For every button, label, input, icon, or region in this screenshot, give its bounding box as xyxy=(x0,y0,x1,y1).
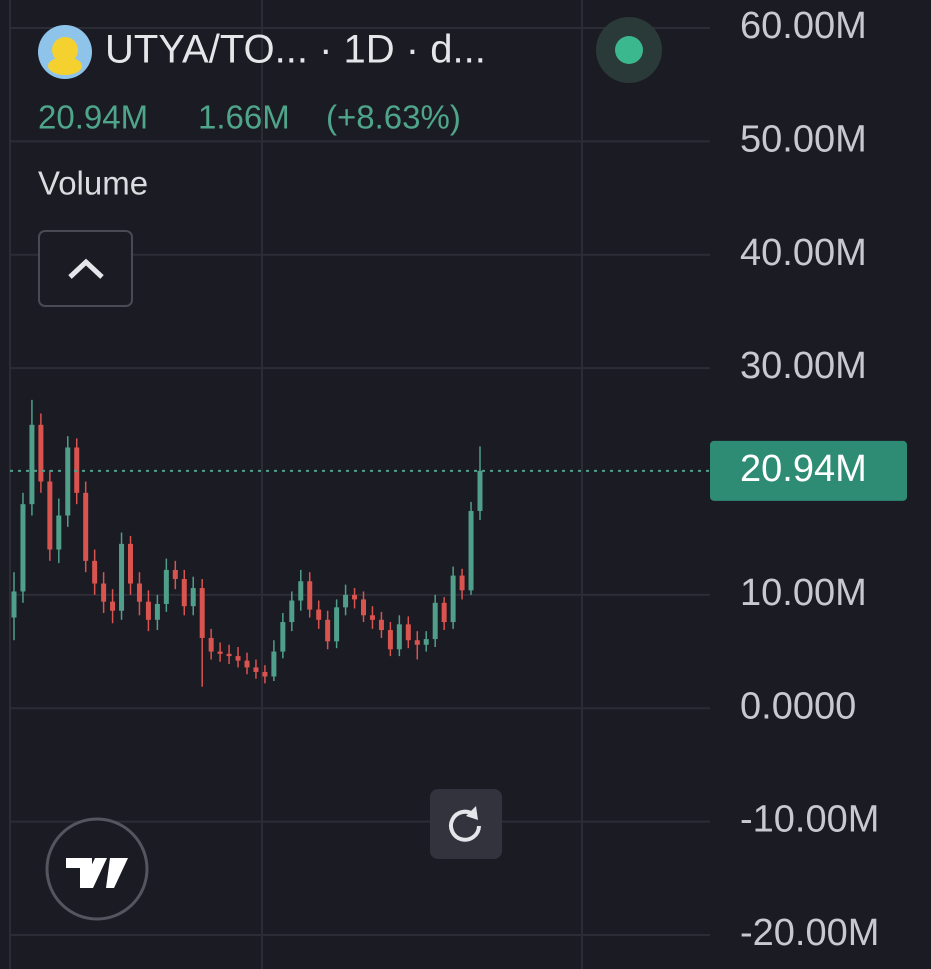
change-percent: (+8.63%) xyxy=(326,99,461,136)
candle-body xyxy=(226,653,232,657)
candle-body xyxy=(119,543,125,611)
candle-body xyxy=(387,630,393,650)
chevron-up xyxy=(68,258,104,279)
candle-body xyxy=(47,481,53,550)
candle-body xyxy=(352,594,358,600)
candle-body xyxy=(128,543,133,584)
candle-body xyxy=(181,578,187,607)
candle-body xyxy=(477,470,483,511)
duck-icon xyxy=(52,37,78,63)
y-tick-label: 50.00M xyxy=(740,118,867,160)
collapse-button[interactable] xyxy=(38,230,133,307)
candle-body xyxy=(423,639,429,645)
candle-body xyxy=(468,510,474,591)
candle-body xyxy=(199,588,205,638)
candle-body xyxy=(325,619,331,642)
candle-body xyxy=(163,569,169,604)
candle-body xyxy=(56,515,62,550)
candle-body xyxy=(405,624,411,641)
candle-body xyxy=(29,424,35,505)
candle-body xyxy=(110,601,116,611)
plot xyxy=(10,399,710,687)
candle-body xyxy=(459,575,465,591)
indicator-label: Volume xyxy=(38,165,148,202)
candle-body xyxy=(136,583,142,602)
y-tick-label: -20.00M xyxy=(740,912,879,954)
reset-arrow xyxy=(466,806,478,820)
last-price-box xyxy=(710,440,907,501)
y-tick-label: 30.00M xyxy=(740,345,867,387)
candle-body xyxy=(361,599,366,616)
last-price-label: 20.94M xyxy=(740,448,867,490)
candle-body xyxy=(414,640,420,645)
candle-body xyxy=(307,581,313,610)
candle-body xyxy=(441,602,447,623)
candle-body xyxy=(38,424,44,482)
y-tick-label: -10.00M xyxy=(740,799,879,841)
candle-body xyxy=(271,651,277,677)
candle-body xyxy=(83,492,89,561)
candle-body xyxy=(20,504,26,592)
candle-body xyxy=(334,607,340,642)
overlay-buttons xyxy=(45,789,502,921)
candle-body xyxy=(289,600,295,623)
header: UTYA/TO... · 1D · d... 20.94M 1.66M (+8.… xyxy=(38,17,662,307)
y-tick-label: 10.00M xyxy=(740,572,867,614)
candle-body xyxy=(432,602,438,640)
candle-body xyxy=(262,671,268,677)
candle-body xyxy=(369,615,375,620)
candle-body xyxy=(378,619,384,631)
duck-body xyxy=(48,57,82,75)
y-tick-label: 40.00M xyxy=(740,232,867,274)
reset-icon xyxy=(449,809,481,842)
last-value: 20.94M xyxy=(38,99,148,136)
candle-body xyxy=(280,622,286,652)
candle-body xyxy=(101,583,107,602)
candle-body xyxy=(65,447,71,516)
candle-body xyxy=(92,560,98,584)
candle-body xyxy=(190,588,196,607)
candle-body xyxy=(11,591,17,618)
logo-glyph xyxy=(66,858,128,888)
change-value: 1.66M xyxy=(198,99,290,136)
candle-body xyxy=(154,603,160,620)
candle-body xyxy=(396,624,402,650)
y-tick-label: 0.0000 xyxy=(740,685,856,727)
symbol-title: UTYA/TO... · 1D · d... xyxy=(105,28,486,72)
status-dot xyxy=(615,36,643,64)
candle-body xyxy=(208,637,214,652)
y-axis: 60.00M 50.00M 40.00M 30.00M 10.00M 0.0000 -10.… xyxy=(710,5,907,954)
candle-body xyxy=(343,594,349,608)
candle-body xyxy=(172,569,178,579)
reset-button[interactable] xyxy=(430,789,502,859)
candle-body xyxy=(217,651,223,654)
candle-body xyxy=(298,581,304,601)
candle-body xyxy=(450,575,456,623)
candle-body xyxy=(235,656,241,661)
y-tick-label: 60.00M xyxy=(740,5,867,47)
candle-body xyxy=(253,667,259,672)
grid xyxy=(10,27,710,936)
candle-body xyxy=(316,609,322,620)
candle-body xyxy=(145,601,151,620)
candle-body xyxy=(244,660,250,668)
